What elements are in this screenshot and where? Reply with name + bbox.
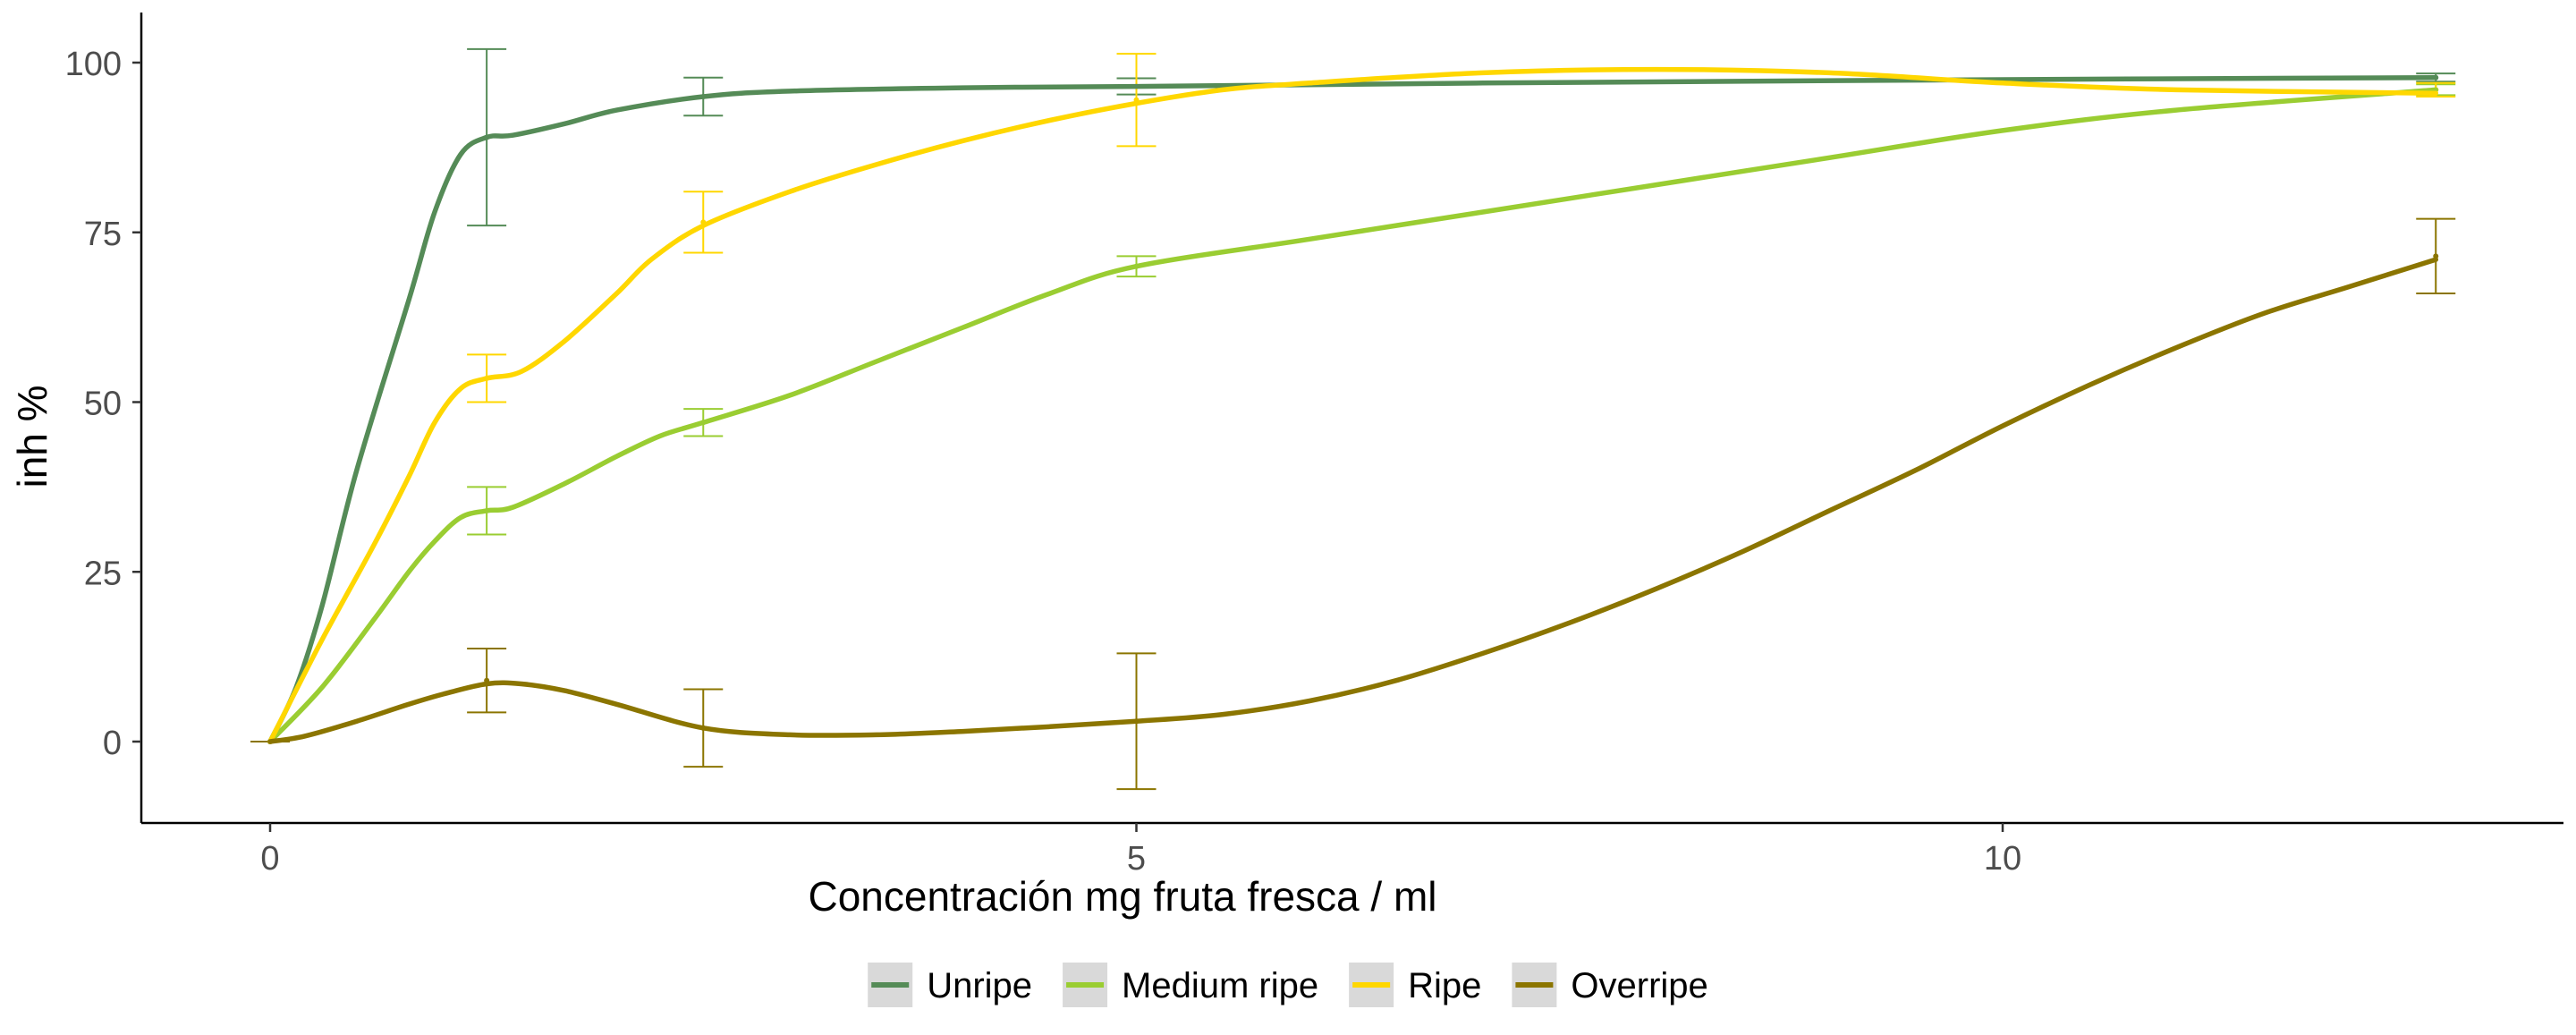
x-tick-label: 0 xyxy=(260,840,279,878)
series-line-ripe xyxy=(267,66,2439,744)
series-lines xyxy=(267,66,2439,744)
y-tick-label: 50 xyxy=(84,386,122,423)
series-line-medium-ripe xyxy=(267,87,2439,744)
legend: Unripe Medium ripe Ripe Overripe xyxy=(868,963,1708,1007)
x-axis-title: Concentración mg fruta fresca / ml xyxy=(808,873,1436,920)
axes: 0 25 50 75 100 0 5 10 xyxy=(65,13,2563,878)
legend-label: Unripe xyxy=(927,966,1032,1005)
legend-item-unripe: Unripe xyxy=(868,963,1032,1007)
y-tick-label: 100 xyxy=(65,46,122,83)
series-line-overripe xyxy=(267,257,2439,744)
error-bar-overripe xyxy=(2416,217,2456,295)
error-bar-ripe xyxy=(683,191,724,254)
y-tick-label: 25 xyxy=(84,555,122,592)
error-bar-overripe xyxy=(467,648,507,714)
legend-label: Overripe xyxy=(1571,966,1707,1005)
legend-label: Medium ripe xyxy=(1122,966,1318,1005)
series-line-unripe xyxy=(267,74,2439,744)
y-axis-title: inh % xyxy=(9,385,55,488)
y-tick-label: 75 xyxy=(84,216,122,253)
x-tick-label: 10 xyxy=(1984,840,2021,878)
error-bar-ripe xyxy=(1116,53,1157,148)
legend-item-medium-ripe: Medium ripe xyxy=(1063,963,1318,1007)
y-tick-label: 0 xyxy=(103,725,122,762)
legend-item-overripe: Overripe xyxy=(1512,963,1708,1007)
legend-item-ripe: Ripe xyxy=(1349,963,1481,1007)
legend-label: Ripe xyxy=(1408,966,1481,1005)
error-bars xyxy=(250,47,2456,791)
x-tick-label: 5 xyxy=(1127,840,1146,878)
